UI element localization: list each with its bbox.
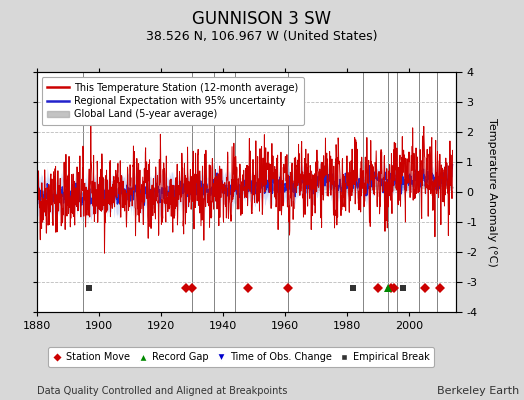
Text: Berkeley Earth: Berkeley Earth <box>436 386 519 396</box>
Y-axis label: Temperature Anomaly (°C): Temperature Anomaly (°C) <box>487 118 497 266</box>
Legend: Station Move, Record Gap, Time of Obs. Change, Empirical Break: Station Move, Record Gap, Time of Obs. C… <box>48 348 434 367</box>
Text: 38.526 N, 106.967 W (United States): 38.526 N, 106.967 W (United States) <box>146 30 378 43</box>
Text: Data Quality Controlled and Aligned at Breakpoints: Data Quality Controlled and Aligned at B… <box>37 386 287 396</box>
Text: GUNNISON 3 SW: GUNNISON 3 SW <box>192 10 332 28</box>
Legend: This Temperature Station (12-month average), Regional Expectation with 95% uncer: This Temperature Station (12-month avera… <box>41 77 304 125</box>
